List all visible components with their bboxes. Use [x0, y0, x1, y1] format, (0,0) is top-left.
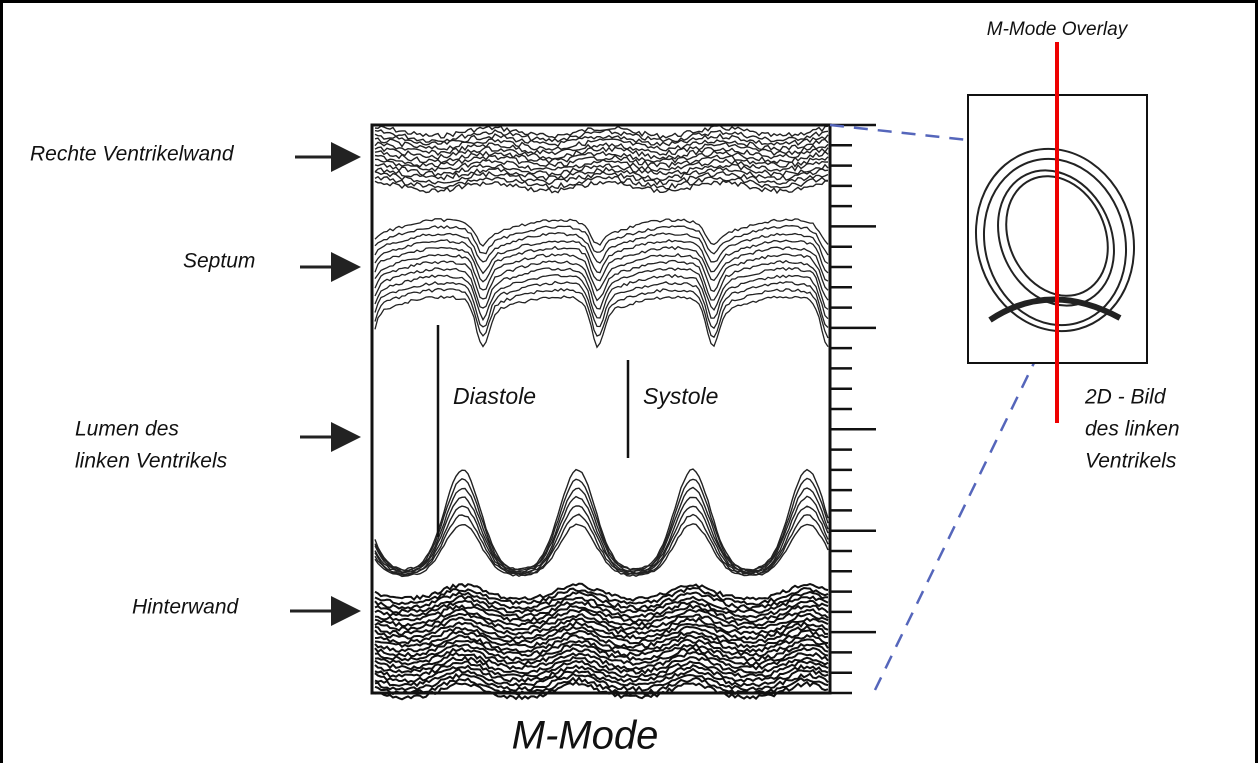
trace — [374, 295, 829, 349]
label-bg — [636, 382, 748, 416]
trace — [374, 672, 829, 693]
trace — [374, 232, 829, 265]
trace — [374, 629, 829, 649]
trace — [374, 124, 829, 140]
trace — [374, 224, 829, 256]
image-label: des linken — [1085, 418, 1180, 441]
trace — [374, 133, 829, 148]
trace — [374, 273, 829, 322]
trace — [374, 660, 829, 679]
trace — [374, 280, 829, 330]
caption: M-Mode — [512, 714, 659, 758]
trace — [374, 266, 829, 312]
phase-label: Diastole — [453, 383, 536, 409]
trace — [374, 239, 829, 275]
label-bg — [446, 382, 566, 416]
trace — [374, 259, 829, 302]
trace — [374, 150, 829, 164]
trace — [374, 667, 829, 688]
trace — [374, 505, 829, 576]
depth-scale — [830, 123, 876, 695]
phase-label: Systole — [643, 383, 718, 409]
trace — [374, 179, 829, 195]
trace — [374, 590, 829, 611]
trace — [374, 646, 829, 667]
trace — [374, 162, 829, 178]
trace — [374, 137, 829, 152]
trace — [374, 582, 829, 602]
trace — [374, 607, 829, 628]
trace — [374, 616, 829, 637]
trace — [374, 495, 829, 575]
trace — [374, 599, 829, 619]
trace — [374, 620, 829, 641]
trace — [374, 175, 829, 190]
structure-label: linken Ventrikels — [75, 450, 228, 473]
image-label: 2D - Bild — [1084, 386, 1167, 409]
overlay-label: M-Mode Overlay — [987, 19, 1129, 40]
trace — [374, 603, 829, 624]
trace — [374, 253, 829, 293]
structure-label: Rechte Ventrikelwand — [30, 143, 235, 166]
trace — [374, 655, 829, 675]
trace — [374, 642, 829, 663]
trace — [374, 651, 829, 671]
structure-label: Lumen des — [75, 418, 179, 441]
m-mode-trace — [374, 124, 829, 701]
trace — [374, 218, 829, 247]
ventricle-outline — [974, 147, 1136, 333]
trace — [374, 586, 829, 606]
trace — [375, 158, 829, 173]
trace — [374, 166, 829, 182]
image-label: Ventrikels — [1085, 450, 1177, 473]
trace — [374, 523, 829, 578]
trace — [374, 245, 829, 283]
trace — [374, 612, 829, 632]
trace — [374, 170, 829, 186]
trace — [374, 146, 829, 160]
structure-label: Septum — [183, 250, 255, 273]
structure-label: Hinterwand — [132, 596, 240, 619]
trace — [374, 624, 828, 645]
trace — [374, 486, 829, 573]
trace — [374, 594, 829, 615]
trace — [374, 287, 829, 339]
trace — [374, 663, 829, 684]
trace — [374, 638, 829, 658]
trace — [374, 141, 829, 156]
projection-line — [873, 329, 1052, 691]
trace — [374, 633, 829, 654]
trace — [374, 513, 829, 577]
